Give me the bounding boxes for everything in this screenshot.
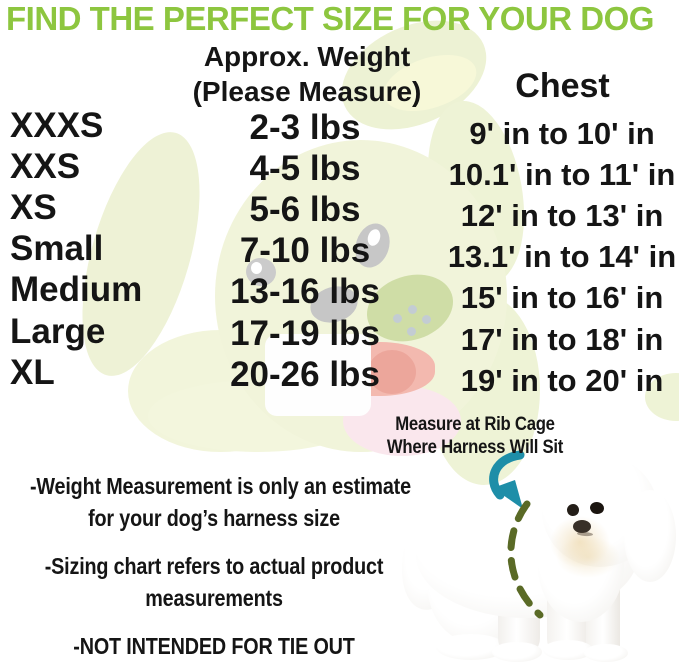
size-cell: Large (10, 311, 106, 351)
size-cell: XS (10, 187, 57, 227)
weight-cell: 20-26 lbs (230, 354, 380, 394)
note-line: -Weight Measurement is only an estimate (29, 473, 411, 499)
size-cell: XXXS (10, 105, 104, 145)
watermark-dot (407, 327, 416, 336)
weight-column-header: Approx. Weight (Please Measure) (152, 39, 462, 109)
size-column: XXXS XXS XS Small Medium Large XL (10, 105, 225, 393)
page-title: FIND THE PERFECT SIZE FOR YOUR DOG (6, 0, 654, 37)
disclaimer-notes: -Weight Measurement is only an estimate … (29, 470, 411, 662)
chest-cell: 10.1' in to 11' in (448, 156, 676, 192)
watermark-dot (408, 305, 417, 314)
dog-ear (624, 490, 676, 582)
note-line: -NOT INTENDED FOR TIE OUT (73, 633, 355, 659)
chest-cell: 17' in to 18' in (460, 321, 664, 357)
note-sizing-chart: -Sizing chart refers to actual product m… (30, 550, 398, 614)
weight-cell: 4-5 lbs (249, 148, 361, 188)
chest-cell: 15' in to 16' in (460, 280, 664, 316)
measure-arrow-icon (489, 450, 525, 509)
watermark-tongue-shade (368, 350, 416, 394)
note-line: -Sizing chart refers to actual product (44, 553, 384, 579)
weight-cell: 13-16 lbs (230, 272, 380, 312)
dog-front-foot (543, 640, 593, 660)
weight-cell: 7-10 lbs (239, 231, 371, 271)
size-cell: XL (10, 352, 55, 392)
watermark-dot (393, 314, 402, 323)
dog-front-foot-2 (584, 644, 628, 662)
weight-cell: 17-19 lbs (230, 313, 380, 353)
chest-column-header: Chest (515, 67, 610, 105)
dog-nose (573, 520, 591, 533)
weight-header-line2: (Please Measure) (192, 76, 422, 107)
measure-annotation-line2: Where Harness Will Sit (386, 437, 564, 458)
dog-rear-foot-2 (492, 642, 542, 662)
chest-measure-dashed-line-icon (507, 500, 544, 619)
dog-cheek (556, 536, 620, 578)
size-cell: XXS (10, 146, 81, 186)
weight-header-line1: Approx. Weight (203, 41, 411, 72)
weight-column: 2-3 lbs 4-5 lbs 5-6 lbs 7-10 lbs 13-16 l… (175, 107, 435, 395)
weight-cell: 2-3 lbs (249, 107, 361, 147)
chest-cell: 12' in to 13' in (460, 197, 664, 233)
watermark-white-box (265, 334, 371, 416)
size-cell: Medium (10, 270, 143, 310)
note-weight-estimate: -Weight Measurement is only an estimate … (29, 470, 411, 534)
chest-cell: 13.1' in to 14' in (447, 239, 677, 275)
size-cell: Small (10, 229, 104, 269)
note-line: for your dog’s harness size (88, 505, 340, 531)
watermark-left-eye-highlight (251, 262, 262, 274)
chest-cell: 9' in to 10' in (469, 115, 655, 151)
weight-cell: 5-6 lbs (249, 189, 361, 229)
note-not-tie-out: -NOT INTENDED FOR TIE OUT (30, 630, 398, 662)
chest-cell: 19' in to 20' in (460, 362, 664, 398)
measure-annotation: Measure at Rib Cage Where Harness Will S… (387, 413, 563, 459)
measure-annotation-line1: Measure at Rib Cage (395, 414, 555, 435)
watermark-dot (422, 315, 431, 324)
note-line: measurements (145, 585, 283, 611)
chest-column: 9' in to 10' in 10.1' in to 11' in 12' i… (428, 113, 679, 401)
